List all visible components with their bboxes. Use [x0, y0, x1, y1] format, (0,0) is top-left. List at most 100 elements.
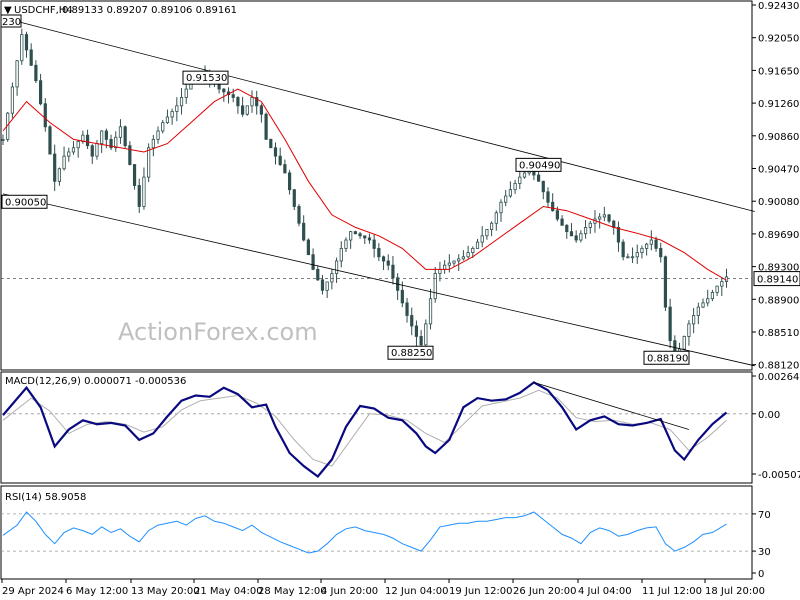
candle-body	[494, 212, 498, 224]
current-price-box	[753, 271, 800, 287]
candle-body	[179, 97, 184, 107]
candle-body	[706, 298, 710, 304]
candle	[118, 119, 123, 144]
candle-body	[10, 86, 14, 114]
candle	[344, 237, 348, 253]
candle-body	[612, 220, 616, 228]
candle	[649, 230, 653, 251]
candle	[616, 221, 621, 252]
candle-body	[588, 222, 592, 228]
candle-body	[410, 315, 414, 327]
candle-body	[419, 336, 423, 346]
candle	[485, 229, 489, 240]
candle	[424, 319, 428, 346]
level-label-box	[515, 157, 562, 172]
candle-body	[353, 231, 357, 235]
candle-body	[156, 130, 160, 140]
candle	[283, 159, 287, 174]
channel-upper-line	[2, 17, 755, 212]
candle	[626, 253, 630, 259]
candle	[696, 302, 700, 325]
candle-body	[118, 126, 123, 138]
candle-body	[649, 239, 653, 245]
candle	[706, 289, 710, 307]
candle-body	[635, 252, 639, 258]
candle-body	[710, 292, 715, 300]
candle	[400, 281, 404, 308]
candle	[522, 172, 527, 179]
header-ohlc: 0.89133 0.89207 0.89106 0.89161	[62, 5, 237, 16]
candle-body	[654, 239, 658, 249]
candle-body	[76, 141, 80, 149]
corner-label: 230	[2, 17, 21, 28]
candle	[57, 167, 61, 186]
candle	[273, 142, 278, 165]
candle-body	[583, 227, 588, 235]
candle	[560, 215, 564, 226]
rsi-line	[2, 511, 727, 554]
candle-body	[38, 80, 43, 105]
candle-body	[306, 239, 310, 256]
level-label-box	[182, 70, 229, 85]
candle	[114, 131, 118, 152]
candle-body	[90, 145, 94, 157]
candle	[170, 108, 174, 125]
candle-body	[175, 105, 179, 112]
candle	[137, 178, 141, 213]
candle	[353, 230, 357, 235]
candle-body	[452, 260, 456, 264]
level-label-box	[387, 345, 434, 360]
candle	[508, 181, 512, 198]
candle-body	[109, 138, 113, 149]
candle	[635, 244, 639, 264]
x-tick-label: 26 Jun 20:00	[513, 586, 577, 597]
candle	[443, 260, 447, 274]
candle-body	[602, 214, 606, 218]
candle	[358, 231, 362, 239]
candle-body	[165, 116, 170, 124]
candle-body	[292, 189, 296, 207]
candle-body	[320, 279, 325, 291]
candle-body	[687, 323, 691, 337]
candle-body	[428, 298, 433, 325]
candle	[287, 170, 292, 195]
candle	[161, 119, 165, 134]
candle-body	[302, 222, 306, 241]
candle-body	[508, 189, 512, 197]
candle-body	[142, 176, 146, 207]
candle-body	[132, 164, 137, 186]
x-tick-label: 6 May 12:00	[66, 586, 128, 597]
price-annotations: 0.91530 0.90050 0.90490 0.88250 0.88190	[1, 70, 690, 365]
level-label: 0.90050	[5, 197, 46, 208]
candle-body	[269, 138, 273, 149]
candle-body	[95, 143, 99, 157]
candle	[255, 90, 259, 115]
header-symbol: USDCHF,H4	[14, 5, 73, 16]
candle-body	[574, 235, 578, 241]
candle-body	[645, 243, 649, 249]
rsi-title: RSI(14) 58.9058	[5, 492, 86, 503]
level-label: 0.91530	[186, 73, 227, 84]
candle	[24, 31, 29, 58]
candle-body	[560, 218, 564, 226]
candle	[372, 234, 376, 258]
candle	[428, 288, 433, 330]
candle-body	[15, 60, 19, 88]
x-tick-label: 29 Apr 2024	[2, 586, 64, 597]
candle	[48, 125, 52, 155]
candle	[1, 134, 5, 146]
candle-body	[151, 138, 155, 149]
candle-body	[626, 256, 630, 259]
candle-body	[513, 183, 517, 191]
candle	[109, 134, 113, 151]
candle-body	[504, 195, 508, 203]
price-tick-label: 0.92430	[758, 1, 799, 12]
macd-panel: MACD(12,26,9) 0.000071 -0.000536 0.00264 0…	[1, 372, 800, 481]
candle	[123, 125, 127, 148]
candle-body	[551, 201, 555, 212]
candle-body	[259, 105, 263, 115]
candle-body	[715, 285, 719, 293]
candle-body	[104, 130, 108, 140]
level-label: 0.90490	[519, 160, 560, 171]
